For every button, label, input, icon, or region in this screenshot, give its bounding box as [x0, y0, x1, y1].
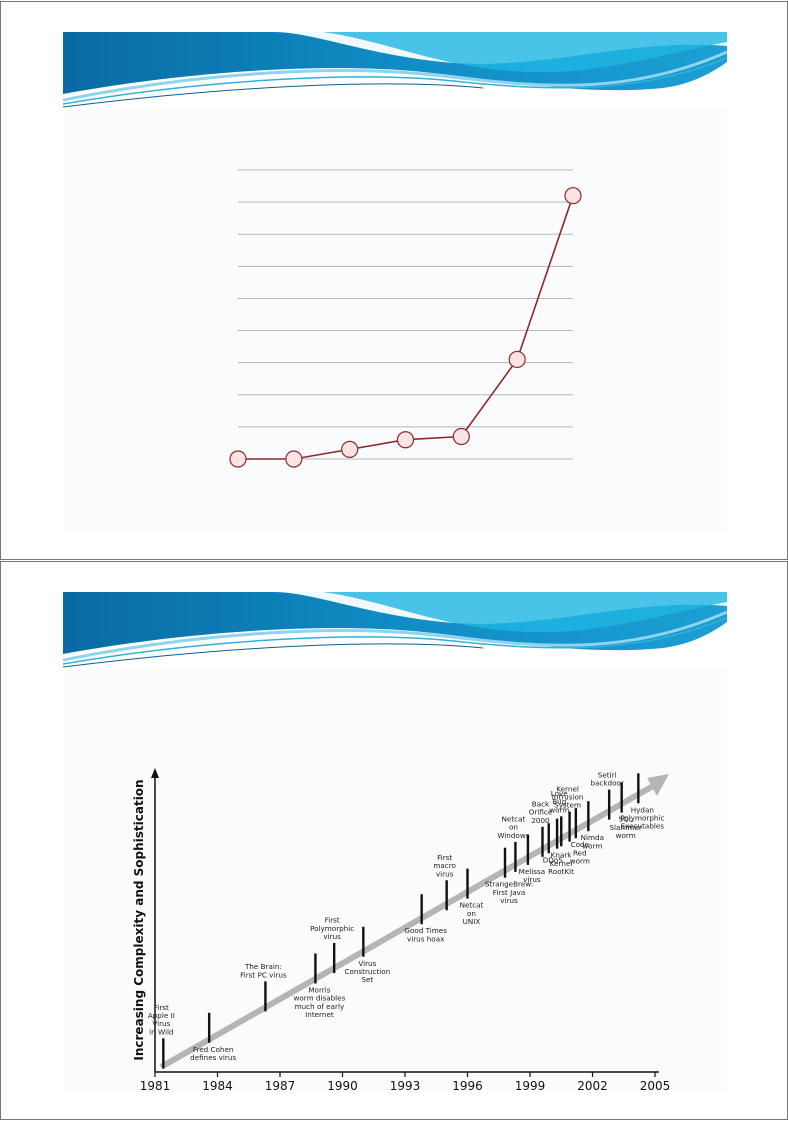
- wave-banner-graphic: [63, 592, 727, 670]
- year-tick-label: 1981: [140, 1079, 171, 1090]
- event-label: Code Red worm: [570, 840, 590, 865]
- data-point: [229, 450, 247, 468]
- data-point: [508, 350, 526, 369]
- event-label: Netcat on Windows: [497, 814, 529, 839]
- y-axis-arrowhead: [151, 768, 159, 778]
- event-label: The Brain: First PC virus: [240, 962, 287, 979]
- data-point: [452, 427, 470, 446]
- event-label: Knark Kernel RootKit: [548, 851, 574, 876]
- year-tick-label: 1996: [452, 1079, 483, 1090]
- event-label: Nimda worm: [581, 833, 604, 850]
- event-label: Fred Cohen defines virus: [190, 1045, 236, 1062]
- event-label: Netcat on UNIX: [460, 901, 484, 926]
- series-line: [238, 195, 574, 460]
- event-label: Back Orifice 2000: [529, 799, 553, 824]
- event-label: DDoS: [543, 855, 563, 864]
- slide-1-content: [63, 110, 727, 530]
- slide-2-header-banner: [63, 592, 727, 670]
- event-label: Good Times virus hoax: [404, 926, 447, 943]
- event-label: SQL Slammer worm: [609, 815, 641, 840]
- slide-1: [0, 1, 788, 560]
- data-point: [564, 187, 582, 205]
- slide-2-content: Increasing Complexity and Sophistication…: [63, 670, 727, 1090]
- event-label: Morris worm disables much of early Internet: [294, 985, 346, 1019]
- year-tick-label: 1999: [515, 1079, 546, 1090]
- event-label: Kernel Intrusion System: [552, 784, 584, 809]
- year-tick-label: 1990: [327, 1079, 358, 1090]
- event-label: Hydan Polymorphic Executables: [620, 805, 664, 830]
- timeline-chart: Increasing Complexity and Sophistication…: [132, 768, 671, 1090]
- wave-banner-graphic: [63, 32, 727, 110]
- data-point: [396, 431, 415, 449]
- line-chart: [229, 169, 582, 468]
- event-label: First Polymorphic virus: [310, 916, 354, 941]
- year-tick-label: 1987: [265, 1079, 296, 1090]
- event-label: Love Bug worm: [549, 789, 569, 814]
- event-label: Melissa virus: [519, 867, 546, 884]
- event-label: Setiri backdoor: [590, 770, 623, 787]
- data-point: [285, 450, 303, 468]
- year-tick-label: 1984: [202, 1079, 233, 1090]
- trend-arrowhead: [647, 774, 669, 796]
- year-tick-label: 2005: [640, 1079, 671, 1090]
- event-label: StrangeBrew: First Java virus: [485, 880, 533, 905]
- event-label: First Apple II Virus in Wild: [148, 1003, 175, 1037]
- event-label: First macro virus: [433, 853, 456, 878]
- data-point: [341, 440, 359, 458]
- year-tick-label: 1993: [390, 1079, 421, 1090]
- year-tick-label: 2002: [577, 1079, 608, 1090]
- trend-arrow: [159, 783, 655, 1070]
- event-label: Virus Construction Set: [344, 959, 390, 984]
- y-axis-label: Increasing Complexity and Sophistication: [132, 779, 146, 1060]
- slide-1-header-banner: [63, 32, 727, 110]
- slide-2: Increasing Complexity and Sophistication…: [0, 561, 788, 1120]
